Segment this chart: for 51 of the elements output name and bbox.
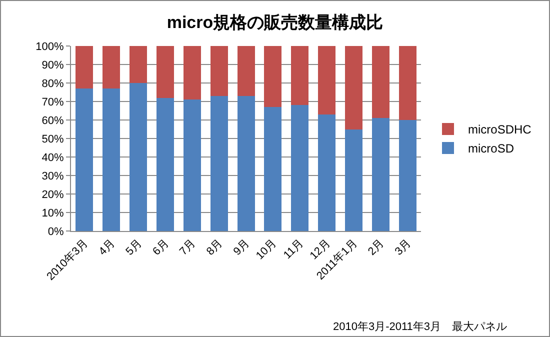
bar	[318, 114, 336, 231]
bar	[372, 118, 390, 231]
y-tick-label: 50%	[42, 133, 64, 146]
y-tick-label: 70%	[42, 96, 64, 108]
bar	[210, 96, 228, 231]
y-tick-label: 80%	[42, 78, 64, 90]
bar	[237, 46, 255, 96]
x-tick-label: 6月	[150, 237, 172, 258]
y-tick-label: 10%	[42, 207, 64, 220]
y-tick-label: 90%	[42, 59, 64, 72]
bar	[183, 46, 201, 100]
x-tick-label: 10月	[254, 237, 279, 262]
text: 2010年3月-2011年3月 最大パネル	[333, 320, 508, 333]
bar	[76, 46, 94, 89]
x-tick-label: 3月	[392, 237, 414, 258]
y-tick-label: 60%	[42, 114, 64, 127]
bar	[264, 107, 282, 231]
bar	[264, 46, 282, 108]
y-tick-label: 100%	[36, 40, 64, 53]
x-tick-label: 8月	[204, 237, 226, 258]
x-tick-label: 9月	[231, 237, 252, 258]
bar	[344, 46, 362, 130]
bar	[291, 46, 309, 106]
bar	[76, 88, 94, 231]
bar	[291, 105, 309, 231]
bar	[210, 46, 228, 96]
bar	[237, 96, 255, 231]
bar	[318, 46, 336, 114]
y-tick-label: 40%	[42, 152, 64, 164]
bar	[398, 120, 416, 231]
bar	[183, 100, 201, 231]
bar	[344, 129, 362, 231]
bar	[130, 46, 148, 83]
bar	[398, 46, 416, 120]
bar	[372, 46, 390, 118]
y-tick-label: 20%	[42, 188, 64, 201]
x-tick-label: 2月	[366, 237, 387, 258]
x-tick-label: 11月	[282, 237, 306, 262]
bar	[102, 46, 120, 89]
legend-label: microSDHC	[468, 122, 532, 137]
bar	[130, 83, 148, 231]
bar	[156, 46, 174, 98]
legend-label: microSD	[468, 142, 514, 156]
x-tick-label: 5月	[124, 237, 144, 258]
y-tick-label: 0%	[48, 226, 64, 238]
bar	[102, 88, 120, 231]
chart-title: micro規格の販売数量構成比	[166, 12, 384, 32]
bar	[156, 98, 174, 231]
x-tick-label: 7月	[178, 237, 198, 258]
y-tick-label: 30%	[42, 170, 64, 182]
x-tick-label: 4月	[96, 237, 118, 258]
